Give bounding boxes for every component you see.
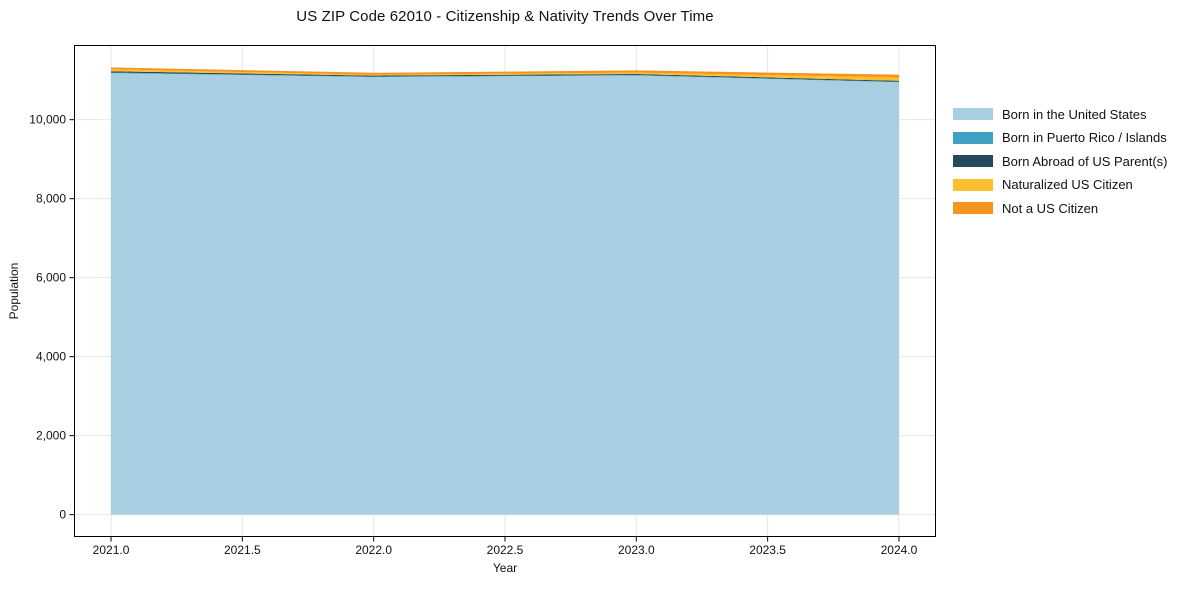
area-series — [111, 67, 899, 78]
y-tick-label: 2,000 — [36, 429, 66, 443]
stacked-areas — [111, 67, 899, 515]
legend-item: Born Abroad of US Parent(s) — [953, 153, 1168, 169]
legend-label: Not a US Citizen — [1002, 200, 1099, 216]
area-series — [111, 73, 899, 515]
y-tick-label: 4,000 — [36, 350, 66, 364]
legend-label: Naturalized US Citizen — [1002, 177, 1133, 192]
x-tick-label: 2022.0 — [355, 543, 392, 557]
chart-title: US ZIP Code 62010 - Citizenship & Nativi… — [296, 8, 714, 25]
y-tick-label: 8,000 — [36, 192, 66, 206]
legend-swatch — [953, 155, 993, 167]
area-series — [111, 69, 899, 81]
tick-labels: 2021.0 2021.5 2022.0 2022.5 2023.0 2023.5 2024… — [29, 113, 917, 557]
y-tick-label: 0 — [59, 508, 66, 522]
legend-swatch — [953, 131, 993, 144]
y-tick-label: 6,000 — [36, 271, 66, 285]
x-tick-label: 2024.0 — [881, 543, 918, 557]
legend-label: Born Abroad of US Parent(s) — [1002, 153, 1168, 169]
axis-ticks — [69, 119, 900, 542]
legend-item: Born in Puerto Rico / Islands — [953, 130, 1167, 145]
x-axis-label: Year — [492, 561, 518, 575]
legend-swatch — [953, 108, 993, 120]
x-tick-label: 2023.5 — [749, 543, 786, 557]
legend-item: Naturalized US Citizen — [953, 177, 1167, 192]
legend-swatch — [953, 178, 993, 191]
x-tick-label: 2021.5 — [224, 543, 261, 557]
legend: Born in the United States Born in Puerto … — [953, 106, 1168, 216]
legend-label: Born in the United States — [1002, 106, 1147, 122]
legend-item: Born in the United States — [953, 106, 1167, 122]
legend-label: Born in Puerto Rico / Islands — [1002, 130, 1167, 145]
y-tick-label: 10,000 — [29, 113, 66, 127]
x-tick-label: 2023.0 — [618, 543, 655, 557]
plot-border — [74, 45, 936, 537]
x-tick-label: 2021.0 — [93, 543, 130, 557]
x-tick-label: 2022.5 — [487, 543, 524, 557]
legend-item: Not a US Citizen — [953, 200, 1167, 216]
legend-swatch — [953, 202, 993, 214]
